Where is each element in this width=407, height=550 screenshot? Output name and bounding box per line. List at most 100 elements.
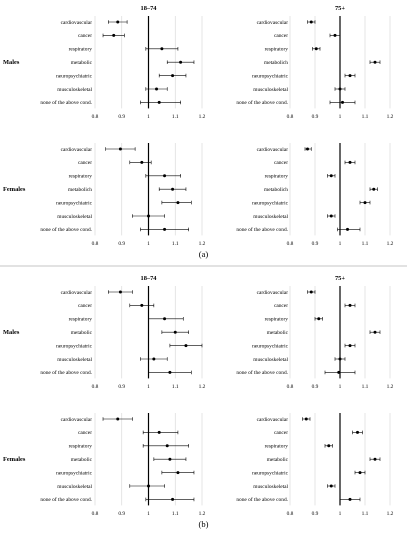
point-estimate	[116, 417, 120, 421]
category-label: neuropsychiatric	[252, 73, 289, 79]
x-tick-label: 0.9	[312, 384, 319, 390]
x-tick-label: 0.9	[312, 511, 319, 517]
category-label: neuropsychiatric	[56, 343, 93, 349]
x-tick-label: 0.8	[92, 384, 99, 390]
category-label: musculoskeletal	[57, 357, 92, 363]
x-tick-label: 1	[339, 511, 342, 517]
x-tick-label: 1.1	[362, 241, 369, 247]
category-label: none of the above cond.	[236, 496, 288, 503]
point-estimate	[179, 60, 183, 64]
category-label: musculoskeletal	[253, 484, 288, 490]
x-tick-label: 1	[339, 241, 342, 247]
point-estimate	[329, 484, 333, 488]
row-title: Females	[3, 186, 26, 193]
x-tick-label: 1	[147, 511, 150, 517]
x-tick-label: 1.2	[199, 114, 206, 120]
point-estimate	[337, 370, 341, 374]
category-label: musculoskeletal	[253, 87, 288, 93]
category-label: cancer	[78, 430, 92, 436]
x-tick-label: 1.2	[387, 241, 394, 247]
point-estimate	[373, 60, 377, 64]
category-label: neuropsychiatric	[252, 200, 289, 206]
point-estimate	[348, 344, 352, 348]
x-tick-label: 1.2	[199, 511, 206, 517]
category-label: cancer	[274, 160, 288, 166]
point-estimate	[309, 20, 313, 24]
category-label: cardiovascular	[61, 20, 93, 26]
point-estimate	[372, 187, 376, 191]
point-estimate	[317, 317, 321, 321]
point-estimate	[341, 100, 344, 104]
point-estimate	[348, 497, 352, 501]
category-label: cancer	[78, 33, 92, 39]
point-estimate	[171, 497, 175, 501]
category-label: respiratory	[69, 47, 93, 53]
category-label: metabolich	[264, 60, 288, 66]
x-tick-label: 0.9	[118, 114, 125, 120]
row-title: Males	[3, 329, 20, 336]
point-estimate	[163, 227, 167, 231]
x-tick-label: 0.9	[118, 384, 125, 390]
panel-label: (a)	[199, 249, 209, 259]
point-estimate	[348, 74, 352, 78]
category-label: cancer	[274, 33, 288, 39]
point-estimate	[184, 344, 188, 348]
point-estimate	[118, 147, 122, 151]
x-tick-label: 1.1	[172, 241, 179, 247]
category-label: neuropsychiatric	[56, 470, 93, 476]
category-label: respiratory	[265, 47, 289, 53]
category-label: cardiovascular	[257, 20, 289, 26]
point-estimate	[168, 457, 172, 461]
x-tick-label: 1	[147, 114, 150, 120]
x-tick-label: 0.8	[92, 114, 99, 120]
category-label: cardiovascular	[257, 417, 289, 423]
point-estimate	[309, 290, 313, 294]
x-tick-label: 1.1	[362, 114, 369, 120]
point-estimate	[338, 87, 342, 91]
category-label: respiratory	[69, 444, 93, 450]
category-label: cancer	[78, 303, 92, 309]
category-label: cardiovascular	[257, 147, 289, 153]
category-label: metabolic	[71, 60, 93, 66]
point-estimate	[373, 330, 377, 334]
x-tick-label: 1	[147, 241, 150, 247]
x-tick-label: 1.1	[172, 511, 179, 517]
category-label: cancer	[274, 303, 288, 309]
x-tick-label: 0.9	[118, 511, 125, 517]
point-estimate	[346, 227, 349, 231]
category-label: cardiovascular	[61, 290, 93, 296]
category-label: musculoskeletal	[57, 484, 92, 490]
x-tick-label: 0.9	[118, 241, 125, 247]
panel-label: (b)	[199, 519, 209, 529]
category-label: cardiovascular	[61, 147, 93, 153]
category-label: none of the above cond.	[40, 496, 92, 503]
point-estimate	[348, 160, 352, 164]
point-estimate	[373, 457, 377, 461]
row-title: Females	[3, 456, 26, 463]
point-estimate	[176, 471, 180, 475]
point-estimate	[338, 357, 342, 361]
point-estimate	[363, 201, 367, 205]
category-label: neuropsychiatric	[56, 200, 93, 206]
category-label: respiratory	[265, 317, 289, 323]
x-tick-label: 1	[339, 114, 342, 120]
point-estimate	[118, 290, 122, 294]
point-estimate	[171, 187, 175, 191]
category-label: musculoskeletal	[253, 357, 288, 363]
point-estimate	[358, 471, 362, 475]
point-estimate	[168, 370, 172, 374]
x-tick-label: 1.1	[362, 511, 369, 517]
column-title: 18–74	[141, 275, 158, 282]
point-estimate	[140, 160, 144, 164]
point-estimate	[356, 430, 359, 434]
x-tick-label: 0.8	[287, 114, 294, 120]
row-title: Males	[3, 59, 20, 66]
point-estimate	[306, 147, 309, 151]
point-estimate	[152, 357, 156, 361]
point-estimate	[348, 303, 352, 307]
x-tick-label: 1.1	[362, 384, 369, 390]
category-label: respiratory	[265, 444, 289, 450]
category-label: metabolich	[264, 187, 288, 193]
point-estimate	[157, 100, 161, 104]
column-title: 18–74	[141, 5, 158, 12]
